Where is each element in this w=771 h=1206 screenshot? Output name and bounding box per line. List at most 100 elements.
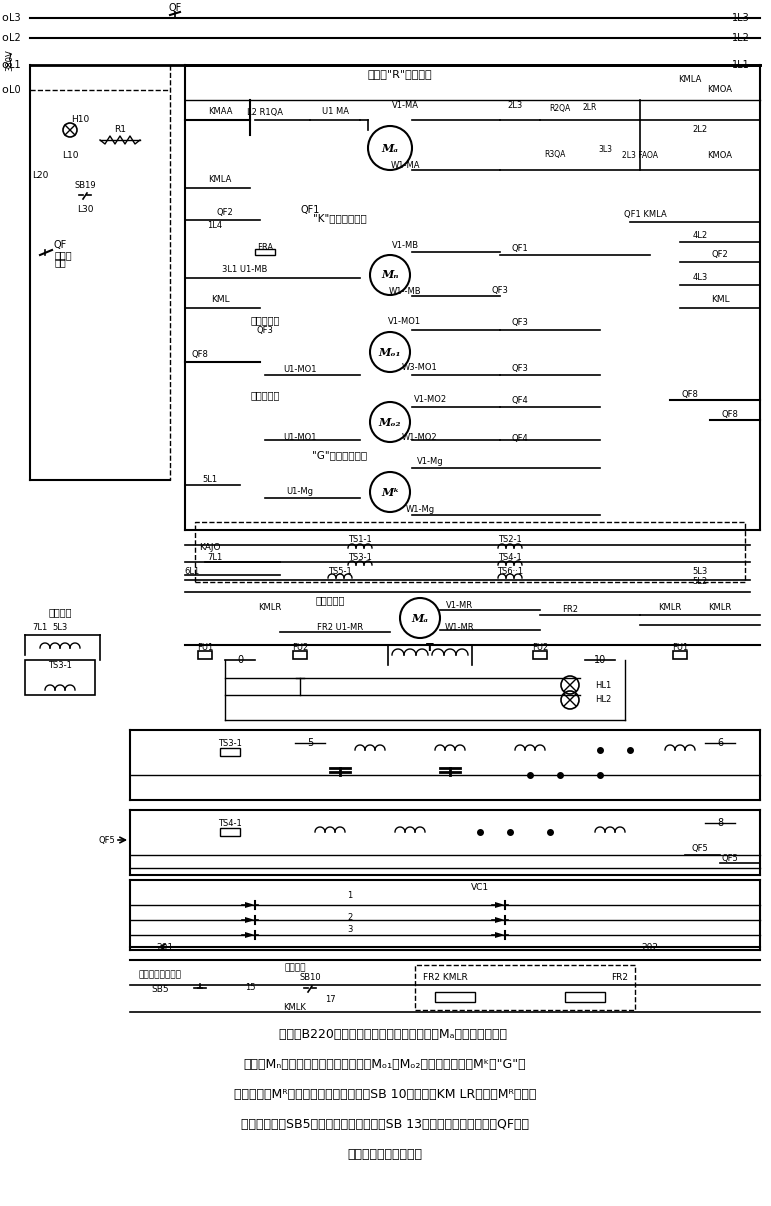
Text: U1-MO1: U1-MO1 (283, 433, 317, 443)
Text: 整个机床的供电电源。: 整个机床的供电电源。 (348, 1148, 423, 1161)
Polygon shape (495, 902, 505, 908)
Text: 7L1: 7L1 (32, 624, 48, 632)
Text: KMLR: KMLR (658, 603, 682, 613)
Text: ~: ~ (3, 49, 17, 60)
Text: 1L3: 1L3 (732, 13, 750, 23)
Text: 拖动电机，Mᴿ为润滑电动机。压下按钮SB 10，接触器KM LR吸合，Mᴿ起动；: 拖动电机，Mᴿ为润滑电动机。压下按钮SB 10，接触器KM LR吸合，Mᴿ起动； (234, 1089, 536, 1101)
Text: 电机，Mₙ为交磁放大机的拖动电机，Mₒ₁、Mₒ₂为通风电动机，Mᵏ为"G"的: 电机，Mₙ为交磁放大机的拖动电机，Mₒ₁、Mₒ₂为通风电动机，Mᵏ为"G"的 (244, 1059, 527, 1071)
Text: "K"之拖动电动机: "K"之拖动电动机 (313, 213, 367, 223)
Text: 油泵开始: 油泵开始 (284, 964, 306, 972)
Polygon shape (495, 932, 505, 938)
Text: VC1: VC1 (471, 884, 489, 892)
Text: KML: KML (711, 295, 729, 304)
Text: V1-MR: V1-MR (446, 601, 473, 609)
Text: L0: L0 (9, 84, 21, 95)
Bar (220, 829, 240, 836)
Text: HL1: HL1 (595, 680, 611, 690)
Text: FU2: FU2 (532, 644, 548, 652)
Text: 压下停止按钮SB5，工作台和油泵停止。SB 13为总停止按钮，压下后QF切断: 压下停止按钮SB5，工作台和油泵停止。SB 13为总停止按钮，压下后QF切断 (241, 1118, 529, 1131)
Text: 3L1 U1-MB: 3L1 U1-MB (222, 265, 268, 275)
Text: 3L3: 3L3 (598, 146, 612, 154)
Text: L30: L30 (77, 205, 93, 215)
Text: W1-MR: W1-MR (445, 624, 475, 632)
Text: V1-MA: V1-MA (392, 100, 419, 110)
Text: L3: L3 (9, 13, 21, 23)
Text: 4L3: 4L3 (692, 274, 708, 282)
Text: 1L1: 1L1 (732, 60, 750, 70)
Text: 通风电动机: 通风电动机 (251, 390, 280, 400)
Text: QF3: QF3 (492, 286, 508, 294)
Text: QF3: QF3 (512, 317, 528, 327)
Text: Mₒ₁: Mₒ₁ (379, 346, 401, 357)
Text: QF3: QF3 (512, 363, 528, 373)
Text: KMLA: KMLA (208, 176, 232, 185)
Text: FR2 U1-MR: FR2 U1-MR (317, 624, 363, 632)
Text: 202: 202 (641, 943, 658, 952)
Bar (255, 248, 275, 254)
Text: 3: 3 (347, 925, 352, 935)
Text: 1: 1 (348, 890, 352, 900)
Text: L10: L10 (62, 151, 78, 159)
Polygon shape (245, 902, 255, 908)
Text: H10: H10 (71, 116, 89, 124)
Text: "G"之拖动电动机: "G"之拖动电动机 (312, 450, 368, 459)
Text: Mₒ₂: Mₒ₂ (379, 416, 401, 427)
Text: 15: 15 (244, 984, 255, 993)
Text: KMLR: KMLR (709, 603, 732, 613)
Text: V1-MO1: V1-MO1 (389, 317, 422, 327)
Text: Mᵏ: Mᵏ (381, 486, 399, 498)
Text: 发动机"R"拖动电机: 发动机"R"拖动电机 (368, 69, 433, 80)
Text: o: o (2, 84, 8, 95)
Text: QF: QF (168, 2, 182, 13)
Bar (220, 748, 240, 756)
Text: 2L3: 2L3 (507, 100, 523, 110)
Text: U1-Mg: U1-Mg (287, 487, 314, 497)
Text: QF5: QF5 (722, 854, 739, 862)
Text: FR2 KMLR: FR2 KMLR (423, 973, 467, 983)
Polygon shape (245, 917, 255, 923)
Text: QF8: QF8 (191, 351, 208, 359)
Text: TS3-1: TS3-1 (48, 661, 72, 669)
Text: KMLA: KMLA (678, 76, 702, 84)
Bar (198, 651, 212, 658)
Text: o: o (2, 60, 8, 70)
Text: TS5-1: TS5-1 (328, 568, 352, 576)
Text: 通风电动机: 通风电动机 (251, 315, 280, 324)
Text: 2LR: 2LR (583, 104, 598, 112)
Text: L2: L2 (9, 33, 21, 43)
Text: TS2-1: TS2-1 (498, 535, 522, 544)
Text: R1: R1 (114, 125, 126, 135)
Text: FR2: FR2 (562, 605, 578, 615)
Text: TS3-1: TS3-1 (348, 554, 372, 562)
Text: QF4: QF4 (512, 396, 528, 404)
Text: 按钮: 按钮 (55, 257, 67, 267)
Text: KAJO: KAJO (199, 544, 221, 552)
Text: FR2: FR2 (611, 973, 628, 983)
Text: W3-MO1: W3-MO1 (402, 363, 438, 373)
Text: 6: 6 (717, 738, 723, 748)
Bar (673, 651, 687, 658)
Text: QF8: QF8 (682, 391, 699, 399)
Text: 5L2: 5L2 (692, 578, 708, 586)
Text: FRA: FRA (257, 244, 273, 252)
Text: L1: L1 (9, 60, 21, 70)
Text: KMOA: KMOA (708, 86, 732, 94)
Bar (565, 993, 605, 1002)
Text: W1-MA: W1-MA (390, 160, 419, 170)
Text: QF1: QF1 (301, 205, 320, 215)
Text: 5: 5 (307, 738, 313, 748)
Text: KMLK: KMLK (284, 1003, 306, 1013)
Text: QF8: QF8 (722, 410, 739, 420)
Text: 6L1: 6L1 (184, 568, 200, 576)
Text: Mₙ: Mₙ (381, 269, 399, 281)
Text: U1 MA: U1 MA (322, 107, 348, 117)
Text: V1-MB: V1-MB (392, 240, 419, 250)
Text: 工作台与油泵停止: 工作台与油泵停止 (139, 971, 181, 979)
Text: KMLR: KMLR (258, 603, 281, 613)
Text: 5L3: 5L3 (692, 568, 708, 576)
Text: W1--MB: W1--MB (389, 287, 421, 297)
Text: W1-Mg: W1-Mg (406, 505, 435, 515)
Text: FU1: FU1 (672, 644, 689, 652)
Text: QF1: QF1 (512, 244, 528, 252)
Text: Mₐ: Mₐ (412, 613, 429, 624)
